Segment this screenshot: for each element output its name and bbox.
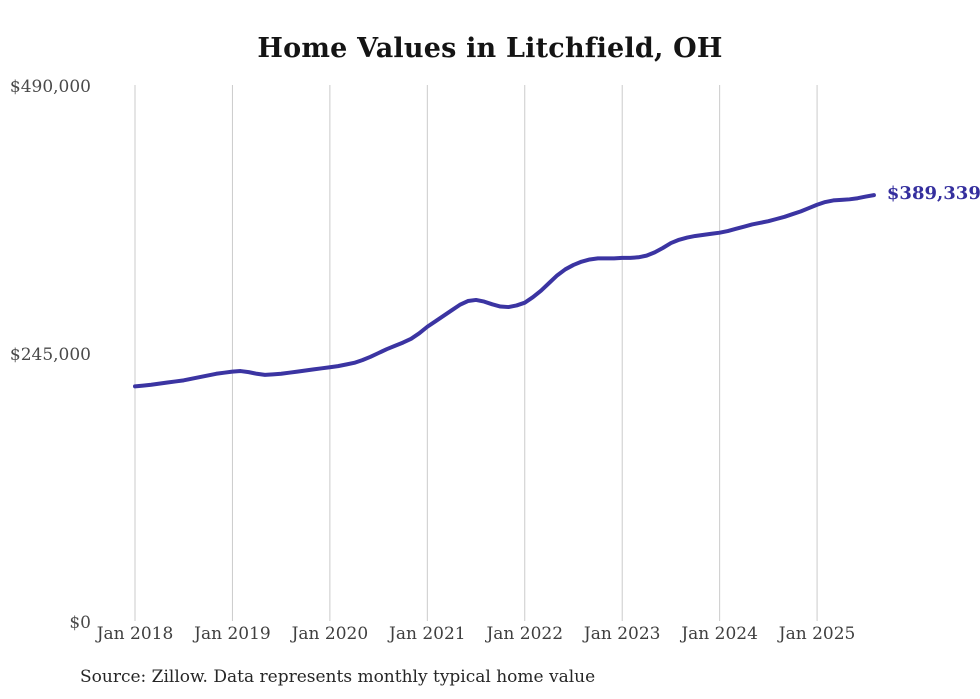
y-tick-label: $490,000 <box>9 77 91 97</box>
x-tick-label: Jan 2025 <box>778 624 856 644</box>
home-value-line-series <box>133 193 876 389</box>
x-tick-label: Jan 2021 <box>389 624 466 644</box>
latest-value-label: $389,339 <box>886 183 980 205</box>
x-tick-label: Jan 2023 <box>583 624 661 644</box>
x-tick-label: Jan 2024 <box>681 624 758 644</box>
year-gridlines <box>134 85 818 621</box>
x-tick-label: Jan 2022 <box>486 624 564 644</box>
y-tick-label: $245,000 <box>9 345 91 365</box>
source-note: Source: Zillow. Data represents monthly … <box>80 667 596 687</box>
x-tick-label: Jan 2020 <box>291 624 369 644</box>
y-tick-label: $0 <box>69 613 91 633</box>
x-tick-label: Jan 2018 <box>96 624 174 644</box>
chart-title: Home Values in Litchfield, OH <box>257 33 723 64</box>
x-tick-label: Jan 2019 <box>194 624 271 644</box>
